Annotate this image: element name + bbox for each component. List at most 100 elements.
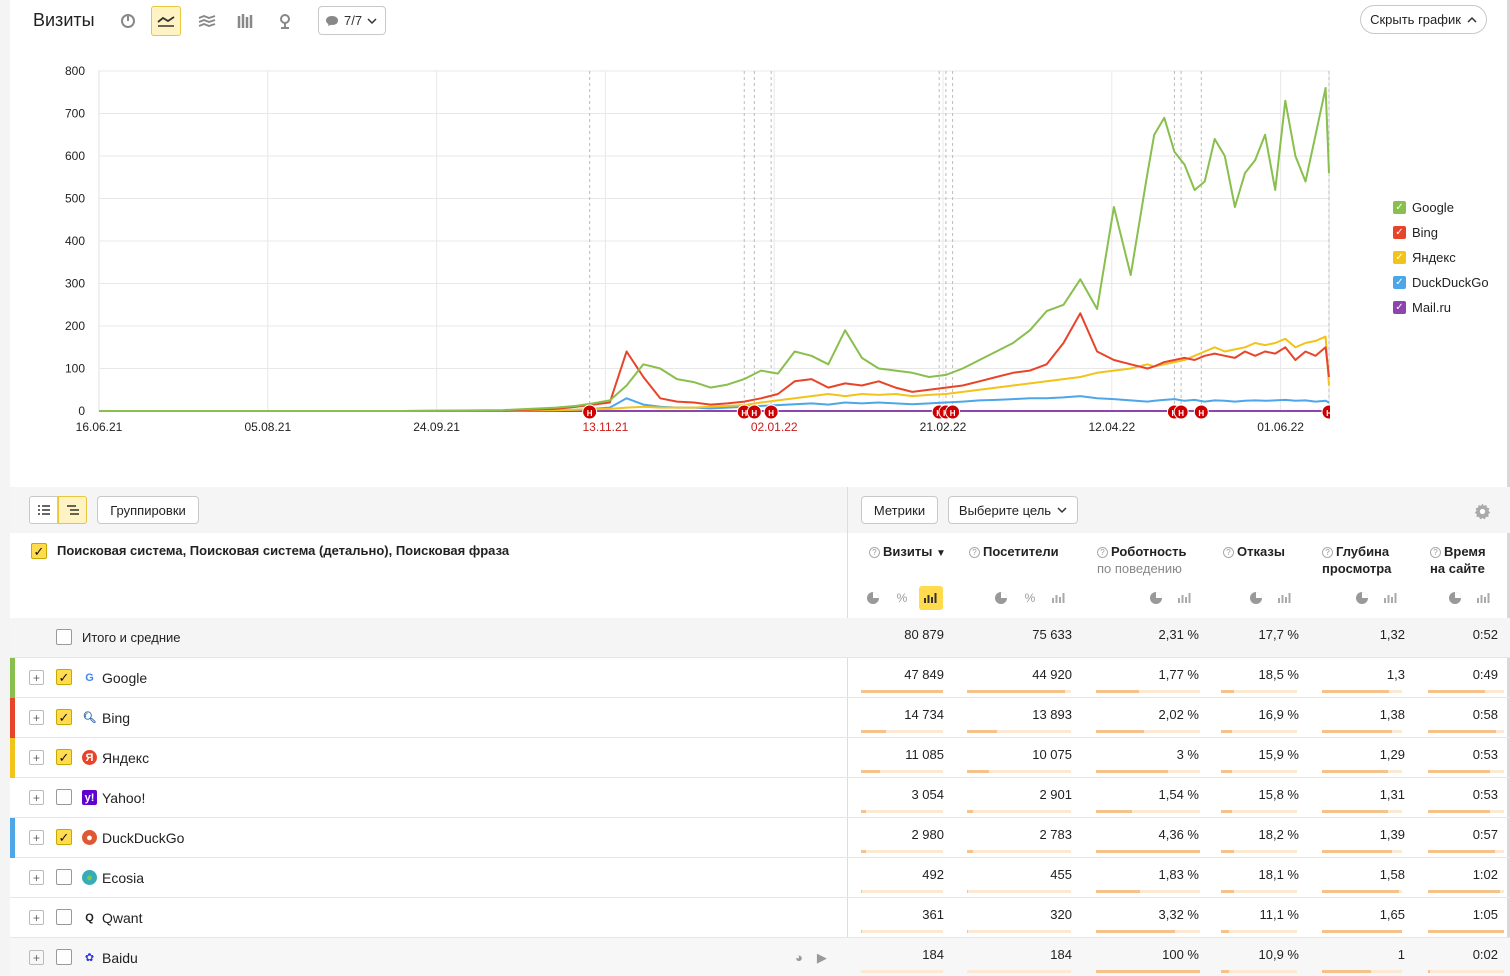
cell-time-bar [1428,690,1504,693]
col-header-bounce[interactable]: ? Отказы [1223,543,1285,560]
depth-pie-view-button[interactable] [1350,586,1374,610]
help-icon[interactable]: ? [869,547,880,558]
cell-robotness-bar [1096,770,1200,773]
bar-fill [861,850,866,853]
table-row[interactable]: + ✿ Baidu 184 184 100 % 10,9 % 1 0:02 ◕ ▶ [10,938,1510,976]
series-color-stripe [10,818,15,858]
expand-row-button[interactable]: + [29,830,44,845]
table-row[interactable]: + y! Yahoo! 3 054 2 901 1,54 % 15,8 % 1,31 0:53 [10,778,1510,818]
col-header-depth[interactable]: ? Глубина просмотра [1322,543,1391,577]
cell-visits-bar [861,930,943,933]
row-pie-icon[interactable]: ◕ [795,950,803,965]
col-header-time[interactable]: ? Время на сайте [1430,543,1486,577]
bar-chart-mode-button[interactable] [230,6,260,36]
table-row[interactable]: + ✓ Я Яндекс 11 085 10 075 3 % 15,9 % 1,29 0:53 [10,738,1510,778]
visitors-percent-view-button[interactable]: % [1018,586,1042,610]
row-checkbox[interactable] [56,909,72,925]
row-checkbox[interactable]: ✓ [56,829,72,845]
line-chart-mode-button[interactable] [151,6,181,36]
col-header-robotness[interactable]: ? Роботность по поведению [1097,543,1187,577]
tree-view-button[interactable] [58,496,87,524]
time-pie-view-button[interactable] [1443,586,1467,610]
row-checkbox[interactable] [56,869,72,885]
cell-time-bar [1428,890,1504,893]
row-name[interactable]: Google [102,670,148,686]
row-checkbox[interactable] [56,789,72,805]
expand-row-button[interactable]: + [29,670,44,685]
bounce-bar-view-button[interactable] [1273,586,1297,610]
map-mode-button[interactable] [270,6,300,36]
help-icon[interactable]: ? [1430,547,1441,558]
expand-row-button[interactable]: + [29,750,44,765]
help-icon[interactable]: ? [1322,547,1333,558]
table-row[interactable]: + ✓ 🔍︎ Bing 14 734 13 893 2,02 % 16,9 % 1,38 0:58 [10,698,1510,738]
row-name[interactable]: Ecosia [102,870,145,886]
bar-chart-icon [1178,593,1191,603]
row-checkbox[interactable]: ✓ [56,749,72,765]
bar-fill [861,930,862,933]
expand-row-button[interactable]: + [29,950,44,965]
map-pin-icon [280,14,290,29]
area-chart-mode-button[interactable] [192,6,222,36]
expand-row-button[interactable]: + [29,790,44,805]
row-name[interactable]: Яндекс [102,750,150,766]
col-header-visits[interactable]: ? Визиты ▼ [869,543,946,562]
row-name[interactable]: Baidu [102,950,138,966]
annotation-marker [582,404,598,420]
row-name[interactable]: DuckDuckGo [102,830,185,846]
visitors-bar-view-button[interactable] [1047,586,1071,610]
totals-checkbox[interactable] [56,629,72,645]
robotness-pie-view-button[interactable] [1144,586,1168,610]
bing-search-icon: 🔍︎ [82,712,97,724]
cell-visitors-bar [967,810,1071,813]
legend-item-mailru[interactable]: ✓ Mail.ru [1393,295,1489,320]
row-play-icon[interactable]: ▶ [816,950,827,965]
legend-item-yandex[interactable]: ✓ Яндекс [1393,245,1489,270]
row-name[interactable]: Yahoo! [102,790,146,806]
metrics-button[interactable]: Метрики [861,496,938,524]
visits-percent-view-button[interactable]: % [890,586,914,610]
legend-item-google[interactable]: ✓ Google [1393,195,1489,220]
time-bar-view-button[interactable] [1472,586,1496,610]
col-sublabel: по поведению [1097,561,1182,576]
visits-pie-view-button[interactable] [861,586,885,610]
row-checkbox[interactable]: ✓ [56,669,72,685]
pie-chart-mode-button[interactable] [113,6,143,36]
col-header-visitors[interactable]: ? Посетители [969,543,1059,560]
robotness-bar-view-button[interactable] [1173,586,1197,610]
row-checkbox[interactable] [56,949,72,965]
select-all-checkbox[interactable]: ✓ [31,543,47,559]
bar-fill [1428,730,1496,733]
bounce-pie-view-button[interactable] [1244,586,1268,610]
cell-depth: 1,38 [1379,707,1405,722]
row-name[interactable]: Bing [102,710,131,726]
row-checkbox[interactable]: ✓ [56,709,72,725]
hide-chart-button[interactable]: Скрыть график [1360,5,1487,34]
cell-visits: 361 [922,907,944,922]
expand-row-button[interactable]: + [29,910,44,925]
table-row[interactable]: + Q Qwant 361 320 3,32 % 11,1 % 1,65 1:05 [10,898,1510,938]
annotation-marker-label: H [741,409,747,418]
visitors-pie-view-button[interactable] [989,586,1013,610]
expand-row-button[interactable]: + [29,710,44,725]
legend-check-icon: ✓ [1393,276,1406,289]
settings-gear-icon[interactable] [1474,503,1491,520]
cell-bounce: 17,7 % [1258,627,1299,642]
depth-bar-view-button[interactable] [1379,586,1403,610]
help-icon[interactable]: ? [1097,547,1108,558]
legend-item-duckduckgo[interactable]: ✓ DuckDuckGo [1393,270,1489,295]
help-icon[interactable]: ? [969,547,980,558]
table-row[interactable]: + ✓ G Google 47 849 44 920 1,77 % 18,5 % 1,3 0:49 [10,658,1510,698]
help-icon[interactable]: ? [1223,547,1234,558]
table-row[interactable]: + ● Ecosia 492 455 1,83 % 18,1 % 1,58 1:02 [10,858,1510,898]
legend-item-bing[interactable]: ✓ Bing [1393,220,1489,245]
expand-row-button[interactable]: + [29,870,44,885]
row-name[interactable]: Qwant [102,910,143,926]
notes-dropdown[interactable]: 7/7 [318,6,386,35]
table-row[interactable]: + ✓ ● DuckDuckGo 2 980 2 783 4,36 % 18,2 % 1,39 0… [10,818,1510,858]
groupings-button[interactable]: Группировки [97,496,199,524]
goal-select[interactable]: Выберите цель [948,496,1078,524]
visits-bar-view-button[interactable] [919,586,943,610]
list-view-button[interactable] [29,496,58,524]
